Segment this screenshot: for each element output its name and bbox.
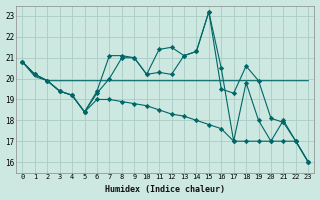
X-axis label: Humidex (Indice chaleur): Humidex (Indice chaleur) bbox=[105, 185, 225, 194]
